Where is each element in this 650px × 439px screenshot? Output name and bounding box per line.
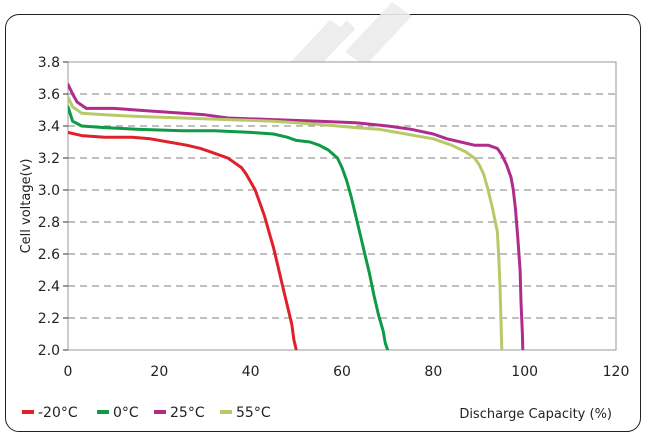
y-axis-ticks: 2.0 2.2 2.4 2.6 2.8 3.0 3.2 3.4 3.6 3.8 [38,55,68,359]
chart-frame [5,14,641,432]
legend: -20°C 0°C 25°C 55°C [22,405,271,421]
y-tick-label: 2.6 [38,247,60,263]
legend-label: 25°C [170,405,205,421]
y-tick-label: 2.0 [38,343,60,359]
y-tick-label: 3.4 [38,119,60,135]
x-axis-label: Discharge Capacity (%) [459,407,612,422]
x-tick-label: 0 [64,364,73,380]
x-axis-ticks: 0 20 40 60 80 100 120 [64,364,630,380]
series-line [68,95,504,350]
legend-label: 55°C [236,405,271,421]
y-axis-label: Cell voltage(v) [19,159,34,254]
y-tick-label: 2.8 [38,215,60,231]
y-tick-label: 3.6 [38,87,60,103]
x-tick-label: 100 [511,364,538,380]
x-tick-label: 60 [333,364,351,380]
gridlines [68,93,616,319]
y-tick-label: 2.2 [38,311,60,327]
plot-area [67,61,617,351]
series-line [68,82,525,350]
y-tick-label: 2.4 [38,279,60,295]
x-tick-label: 20 [150,364,168,380]
x-tick-label: 120 [603,364,630,380]
series-line [68,130,298,350]
x-tick-label: 80 [424,364,442,380]
y-tick-label: 3.0 [38,183,60,199]
series-lines [68,82,525,350]
x-tick-label: 40 [242,364,260,380]
y-tick-label: 3.8 [38,55,60,71]
series-line [68,105,390,350]
legend-label: 0°C [113,405,139,421]
y-tick-label: 3.2 [38,151,60,167]
legend-label: -20°C [38,405,78,421]
